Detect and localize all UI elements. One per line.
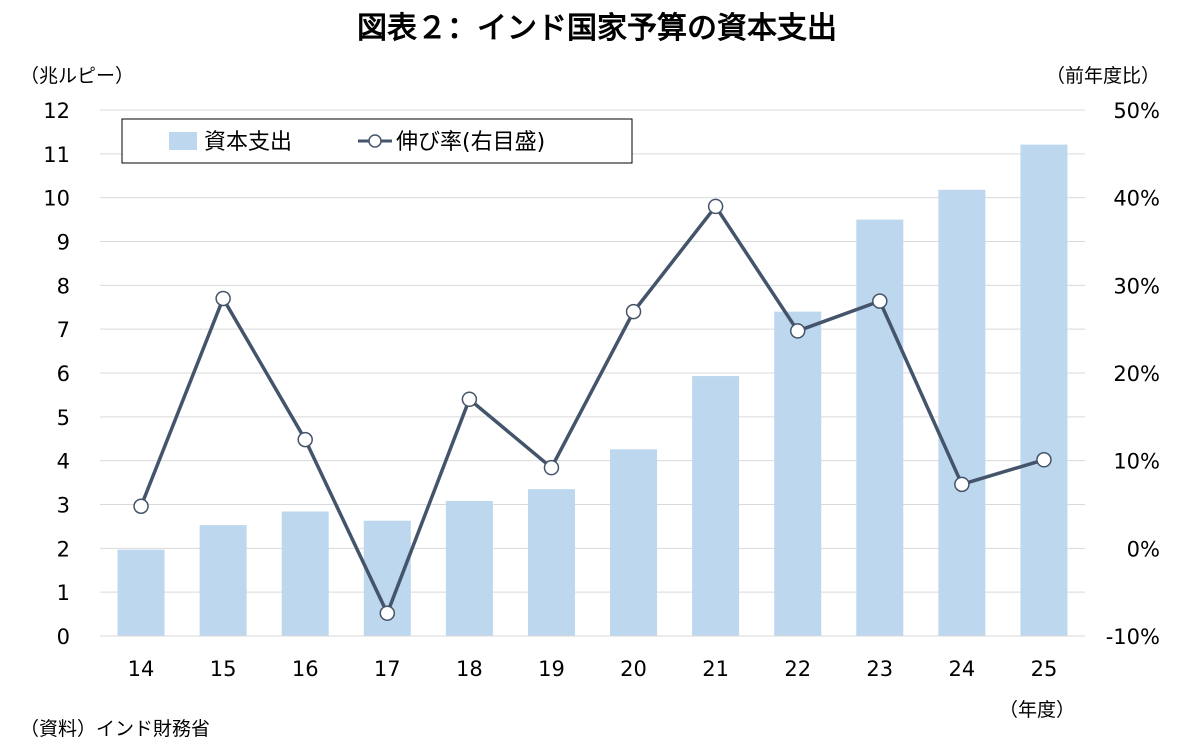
growth-rate-line bbox=[139, 204, 1045, 615]
left-axis-tick-label: 2 bbox=[57, 537, 70, 561]
left-axis-tick-label: 12 bbox=[43, 99, 70, 123]
right-axis-unit: （前年度比） bbox=[1046, 65, 1160, 87]
growth-rate-point bbox=[215, 290, 231, 307]
growth-rate-point bbox=[789, 323, 806, 339]
growth-rate-point bbox=[297, 431, 313, 448]
left-axis-tick-label: 7 bbox=[57, 318, 70, 342]
left-axis-tick-label: 1 bbox=[57, 581, 70, 605]
left-axis-tick-label: 8 bbox=[57, 274, 70, 298]
growth-rate-point bbox=[625, 303, 642, 320]
chart-title: 図表２：インド国家予算の資本支出 bbox=[357, 11, 837, 46]
bar bbox=[445, 500, 493, 636]
growth-rate-point bbox=[954, 476, 970, 493]
legend-line-label: 伸び率(右目盛) bbox=[396, 130, 545, 155]
bar bbox=[281, 511, 329, 636]
left-axis-unit: （兆ルピー） bbox=[20, 65, 134, 87]
right-axis-tick-label: 0% bbox=[1127, 537, 1160, 561]
right-axis-ticks: -10% 0% 10% 20% 30% 40% 50% bbox=[1106, 99, 1160, 649]
source-note: （資料）インド財務省 bbox=[20, 718, 210, 740]
bar bbox=[610, 449, 658, 636]
x-axis-tick-label: 16 bbox=[292, 657, 319, 681]
x-axis-tick-label: 19 bbox=[538, 657, 565, 681]
growth-rate-point bbox=[707, 198, 724, 215]
left-axis-tick-label: 3 bbox=[57, 494, 70, 518]
left-axis-tick-label: 6 bbox=[57, 362, 70, 386]
legend-bar-swatch bbox=[169, 132, 197, 150]
right-axis-tick-label: -10% bbox=[1106, 625, 1160, 649]
x-axis-tick-label: 18 bbox=[456, 657, 483, 681]
growth-rate-point bbox=[133, 498, 149, 515]
legend-line-marker bbox=[368, 134, 382, 148]
bar bbox=[938, 189, 986, 636]
x-axis-tick-label: 23 bbox=[866, 657, 893, 681]
bar bbox=[527, 489, 575, 636]
x-axis-tick-label: 15 bbox=[210, 657, 237, 681]
left-axis-tick-label: 5 bbox=[57, 406, 70, 430]
x-axis-tick-label: 17 bbox=[374, 657, 401, 681]
growth-rate-point bbox=[1036, 452, 1052, 468]
left-axis-tick-label: 4 bbox=[57, 450, 70, 474]
growth-rate-point bbox=[379, 605, 396, 621]
left-axis-tick-label: 0 bbox=[57, 625, 70, 649]
x-axis-tick-label: 21 bbox=[702, 657, 729, 681]
left-axis-tick-label: 11 bbox=[43, 143, 70, 167]
bar bbox=[774, 311, 822, 636]
right-axis-tick-label: 10% bbox=[1113, 450, 1160, 474]
x-axis-ticks: 14 15 16 17 18 19 20 21 22 23 24 25 bbox=[128, 657, 1058, 681]
right-axis-tick-label: 40% bbox=[1113, 187, 1160, 211]
right-axis-tick-label: 30% bbox=[1113, 274, 1160, 298]
right-axis-tick-label: 20% bbox=[1113, 362, 1160, 386]
growth-rate-point bbox=[543, 459, 560, 476]
left-axis-tick-label: 9 bbox=[57, 231, 70, 255]
bar bbox=[117, 549, 165, 636]
x-axis-tick-label: 25 bbox=[1031, 657, 1058, 681]
x-axis-tick-label: 22 bbox=[784, 657, 811, 681]
legend-bar-label: 資本支出 bbox=[204, 130, 292, 155]
bar bbox=[199, 525, 247, 636]
gridlines bbox=[100, 109, 1085, 593]
x-axis-tick-label: 14 bbox=[128, 657, 155, 681]
bar bbox=[692, 376, 740, 636]
x-axis-tick-label: 20 bbox=[620, 657, 647, 681]
growth-rate-point bbox=[461, 391, 478, 408]
line-series bbox=[133, 198, 1052, 621]
growth-rate-point bbox=[872, 293, 888, 309]
legend: 資本支出 伸び率(右目盛) bbox=[121, 118, 633, 164]
right-axis-tick-label: 50% bbox=[1113, 99, 1160, 123]
bar bbox=[1020, 144, 1068, 636]
left-axis-tick-label: 10 bbox=[43, 187, 70, 211]
x-axis-label: （年度） bbox=[999, 699, 1075, 721]
bar bbox=[856, 219, 904, 637]
x-axis-tick-label: 24 bbox=[949, 657, 976, 681]
